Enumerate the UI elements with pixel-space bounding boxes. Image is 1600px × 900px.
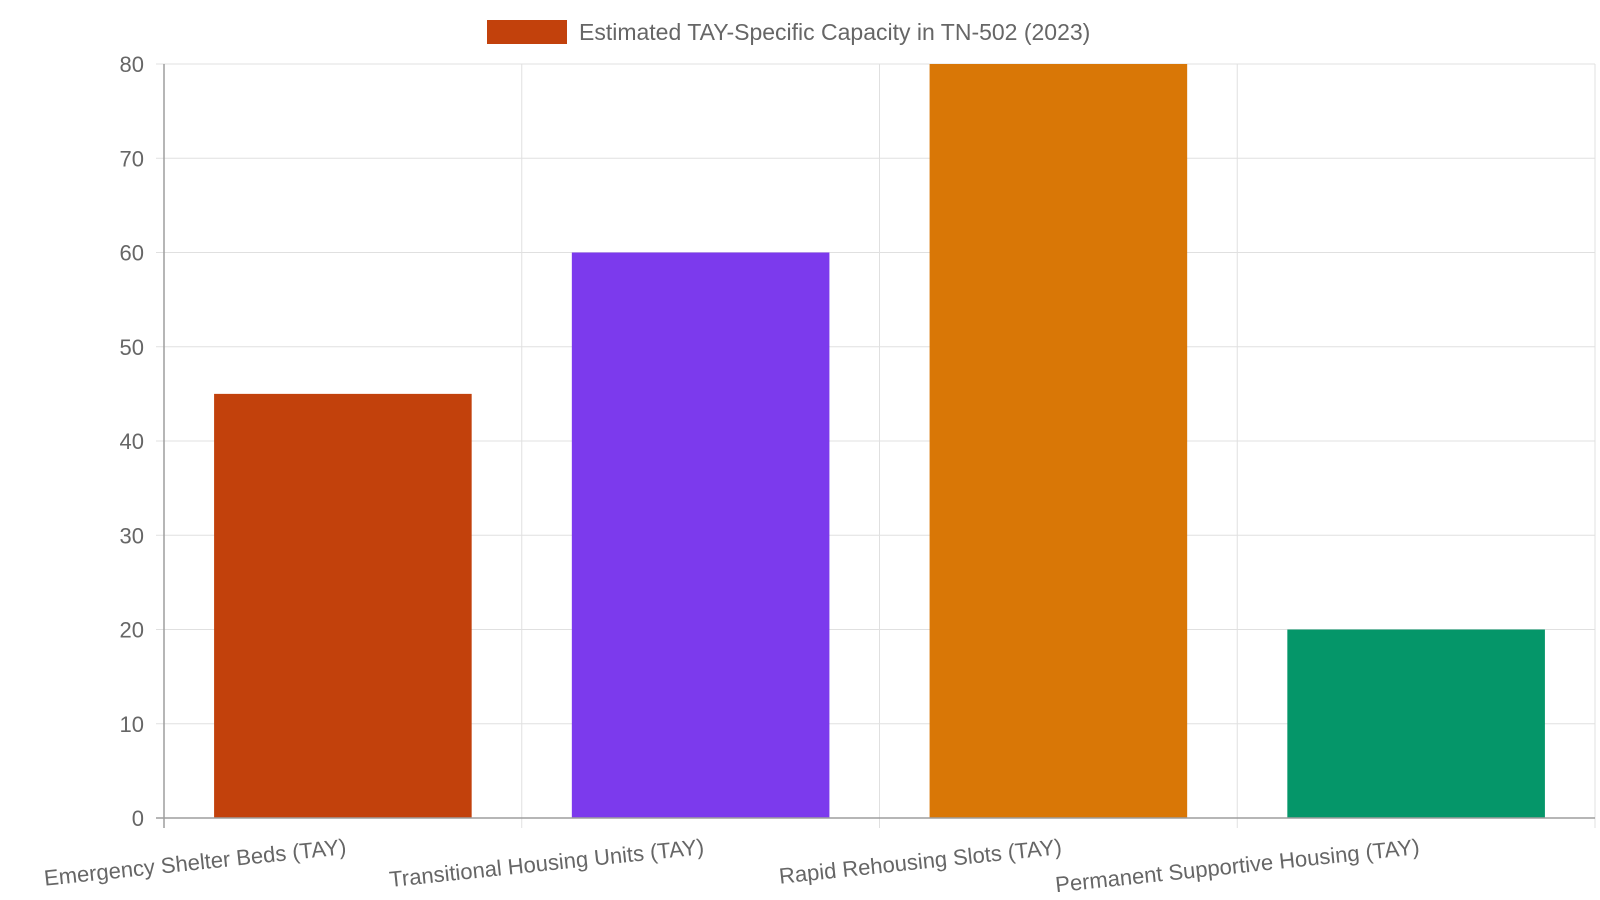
x-category-label: Transitional Housing Units (TAY)	[388, 834, 705, 892]
y-axis-tick-labels: 0 10 20 30 40 50 60 70 80	[120, 52, 144, 831]
y-tick-label: 60	[120, 241, 144, 266]
legend-swatch[interactable]	[487, 20, 567, 44]
bar[interactable]	[929, 64, 1188, 818]
y-tick-label: 20	[120, 618, 144, 643]
y-tick-label: 40	[120, 429, 144, 454]
y-tick-label: 10	[120, 712, 144, 737]
x-category-label: Permanent Supportive Housing (TAY)	[1054, 834, 1421, 897]
x-axis-category-labels: Emergency Shelter Beds (TAY) Transitional…	[43, 834, 1421, 897]
bars	[214, 64, 1545, 818]
x-category-label: Rapid Rehousing Slots (TAY)	[778, 834, 1063, 889]
y-tick-label: 0	[132, 806, 144, 831]
bar[interactable]	[214, 393, 472, 818]
y-tick-label: 80	[120, 52, 144, 77]
axes	[156, 63, 1596, 828]
x-category-label: Emergency Shelter Beds (TAY)	[43, 834, 348, 891]
legend[interactable]: Estimated TAY-Specific Capacity in TN-50…	[487, 19, 1090, 45]
legend-label[interactable]: Estimated TAY-Specific Capacity in TN-50…	[579, 19, 1090, 45]
y-tick-label: 30	[120, 523, 144, 548]
y-tick-label: 50	[120, 335, 144, 360]
bar[interactable]	[1287, 629, 1545, 819]
bar[interactable]	[571, 252, 830, 819]
y-tick-label: 70	[120, 146, 144, 171]
